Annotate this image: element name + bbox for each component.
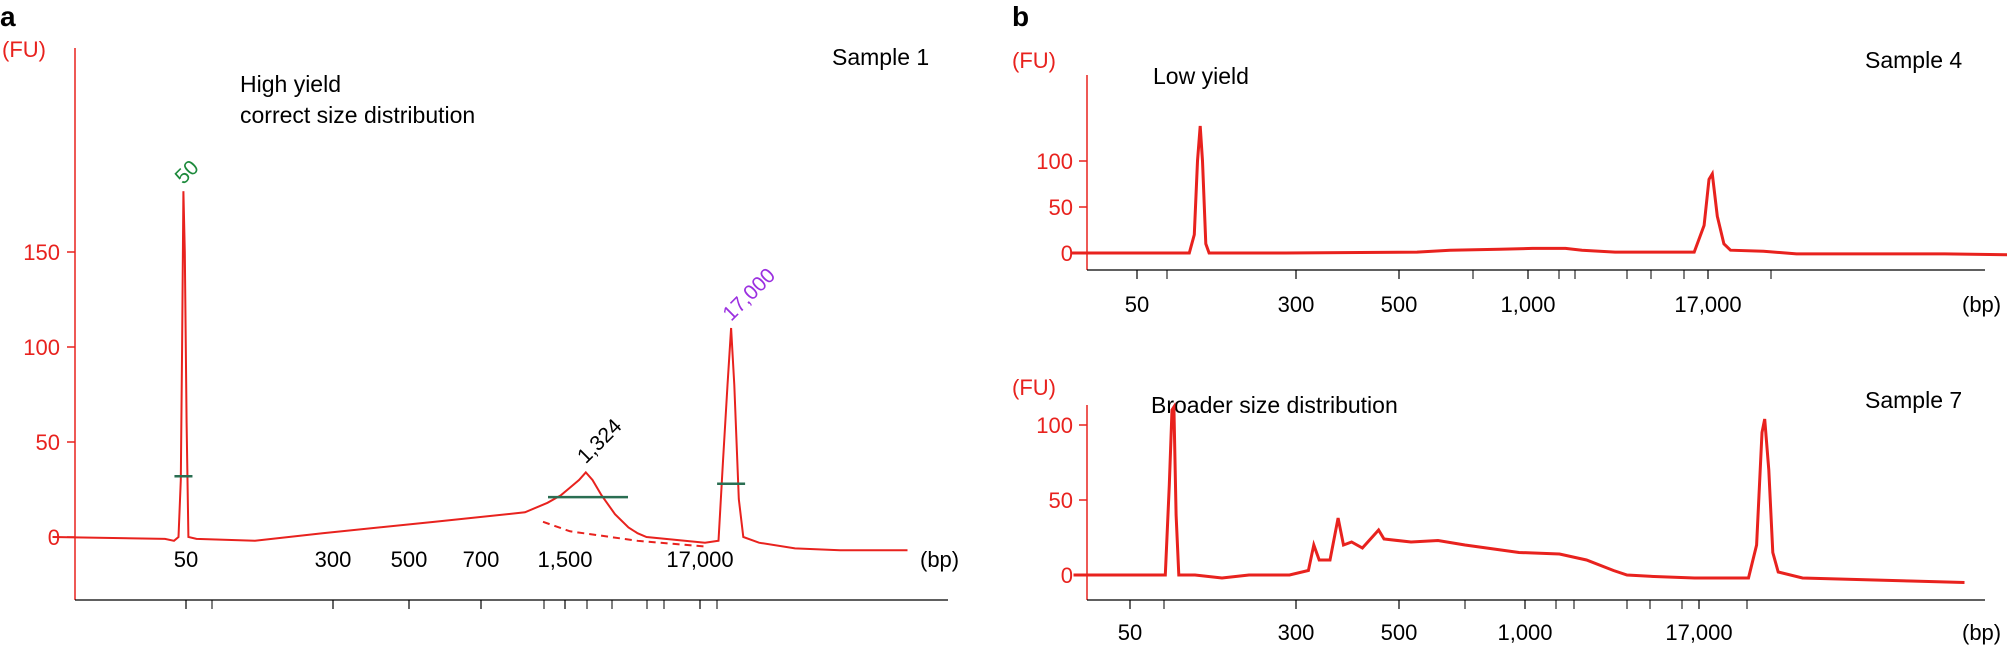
trace-sample-7 [1073,401,1965,584]
peak-label-2: 17,000 [718,264,780,326]
x-tick-label-2: 500 [1381,292,1418,317]
x-tick-label-4: 17,000 [1665,620,1732,645]
x-axis-label-b1: (bp) [1962,292,2001,317]
y-tick-label-0: 0 [1061,241,1073,266]
annotation-b1: Low yield [1153,63,1249,89]
x-tick-label-4: 1,500 [537,547,592,572]
y-tick-label-0: 0 [1061,563,1073,588]
y-tick-label-50: 50 [36,430,60,455]
x-tick-label-0: 50 [1118,620,1142,645]
annotation-a-line2: correct size distribution [240,102,475,128]
y-tick-label-50: 50 [1049,488,1073,513]
x-ticks-a: 50 300 500 700 1,500 17,000 [174,547,734,609]
trace-sample-4 [1070,125,2007,257]
panel-a: a (FU) Sample 1 High yield correct size … [0,1,959,609]
x-tick-label-4: 17,000 [1674,292,1741,317]
sample-label-b1: Sample 4 [1865,47,1962,73]
size-markers-a [174,474,746,499]
x-tick-label-3: 1,000 [1497,620,1552,645]
trace-sample-1 [52,191,908,552]
x-tick-label-2: 500 [1381,620,1418,645]
x-tick-label-1: 300 [1278,620,1315,645]
x-tick-label-0: 50 [174,547,198,572]
panel-letter-b: b [1012,1,1029,32]
y-axis-label-b1: (FU) [1012,48,1056,73]
panel-b: b (FU) Sample 4 Low yield (bp) 0 50 100 50… [1012,1,2007,645]
x-ticks-b2: 50 300 500 1,000 17,000 [1118,600,1748,645]
peak-labels-a: 50 1,324 17,000 [171,156,780,468]
x-axis-label-b2: (bp) [1962,620,2001,645]
y-tick-label-100: 100 [1036,413,1073,438]
x-tick-label-0: 50 [1125,292,1149,317]
panel-letter-a: a [0,1,16,32]
y-axis-label-a: (FU) [2,37,46,62]
x-tick-label-3: 700 [463,547,500,572]
annotation-b2: Broader size distribution [1151,392,1398,418]
y-ticks-b1: 0 50 100 [1036,149,1087,266]
x-tick-label-2: 500 [391,547,428,572]
y-axis-label-b2: (FU) [1012,375,1056,400]
y-tick-label-100: 100 [1036,149,1073,174]
x-tick-label-3: 1,000 [1500,292,1555,317]
sample-label-b2: Sample 7 [1865,387,1962,413]
y-ticks-b2: 0 50 100 [1036,413,1087,588]
y-tick-label-150: 150 [23,240,60,265]
x-ticks-b1: 50 300 500 1,000 17,000 [1125,270,1772,317]
peak-label-0: 50 [171,156,204,189]
x-tick-label-5: 17,000 [666,547,733,572]
y-tick-label-100: 100 [23,335,60,360]
x-tick-label-1: 300 [1278,292,1315,317]
x-tick-label-1: 300 [315,547,352,572]
annotation-a-line1: High yield [240,71,341,97]
baseline-sample-1 [542,520,706,548]
x-axis-label-a: (bp) [920,547,959,572]
peak-label-1: 1,324 [573,414,627,468]
sample-label-a: Sample 1 [832,44,929,70]
y-tick-label-50: 50 [1049,195,1073,220]
